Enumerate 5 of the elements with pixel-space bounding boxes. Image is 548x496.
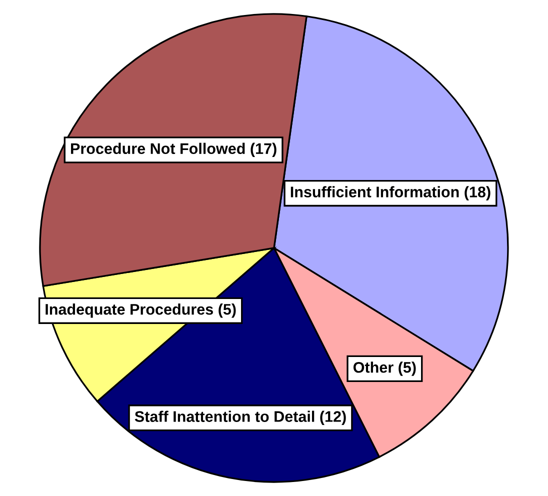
slice-label: Procedure Not Followed (17) [71, 142, 276, 158]
slice-label: Inadequate Procedures (5) [46, 304, 236, 318]
slice-label: Other (5) [354, 362, 416, 376]
slice-label: Staff Inattention to Detail (12) [134, 410, 346, 425]
slice-label: Insufficient Information (18) [290, 186, 490, 200]
